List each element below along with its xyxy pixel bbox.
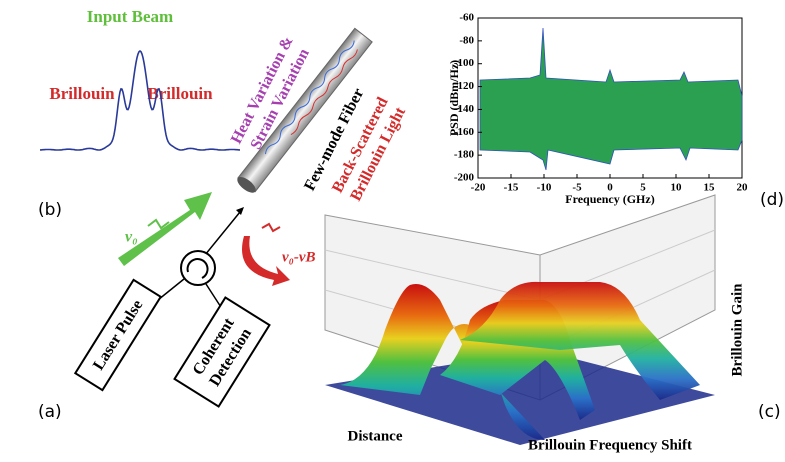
brillouin-left: Brillouin: [49, 84, 115, 103]
x-tick-label: -5: [572, 182, 582, 194]
x-axis-label: Frequency (GHz): [565, 192, 654, 206]
stokes-label: ν₀-νB: [282, 249, 316, 265]
tag-a: (a): [38, 402, 62, 422]
circulator: [180, 250, 216, 286]
y-tick-label: -200: [454, 172, 475, 184]
y-tick-label: -120: [454, 80, 475, 92]
link: [204, 211, 241, 256]
x-tick-label: 20: [737, 182, 749, 194]
y-tick-label: -160: [454, 126, 475, 138]
brillouin-right: Brillouin: [147, 84, 213, 103]
pump-label: ν₀: [125, 229, 138, 246]
detection-box: [173, 296, 271, 408]
tag-b: (b): [38, 200, 62, 220]
y-tick-label: -80: [459, 34, 474, 46]
pulse-icon: [147, 218, 170, 230]
distance-label: Distance: [348, 428, 403, 444]
tag-d: (d): [760, 190, 784, 210]
x-tick-label: -10: [537, 182, 552, 194]
x-tick-label: -15: [504, 182, 519, 194]
tag-c: (c): [758, 402, 781, 422]
fiber: [237, 27, 373, 193]
pulse-icon: [261, 222, 281, 233]
spectrum-curve: [40, 49, 240, 151]
x-tick-label: 5: [640, 182, 646, 194]
stokes-arrow: [242, 236, 290, 286]
y-axis-label: PSD (dBm/Hz): [447, 60, 461, 136]
x-tick-label: -20: [471, 182, 486, 194]
gain-surface: [324, 194, 716, 445]
y-tick-label: -100: [454, 57, 475, 69]
psd-trace: [479, 27, 743, 171]
shift-label: Brillouin Frequency Shift: [528, 437, 692, 453]
x-tick-label: 10: [671, 182, 683, 194]
x-tick-label: 15: [704, 182, 716, 194]
circulator-arrow: [186, 258, 209, 279]
x-tick-label: 0: [607, 182, 613, 194]
psd-chart: -20 -15 -10 -5 0 5 10 15 20 -60 -80 -100 -120 -140 -16…: [454, 12, 748, 194]
input-beam: Input Beam: [87, 7, 173, 26]
y-tick-label: -140: [454, 103, 475, 115]
laser-box: [73, 278, 163, 392]
pump-arrow: [118, 192, 212, 266]
gain-label: Brillouin Gain: [729, 283, 745, 377]
y-tick-label: -180: [454, 149, 475, 161]
arrow-head: [236, 207, 244, 215]
y-tick-label: -60: [459, 12, 474, 24]
